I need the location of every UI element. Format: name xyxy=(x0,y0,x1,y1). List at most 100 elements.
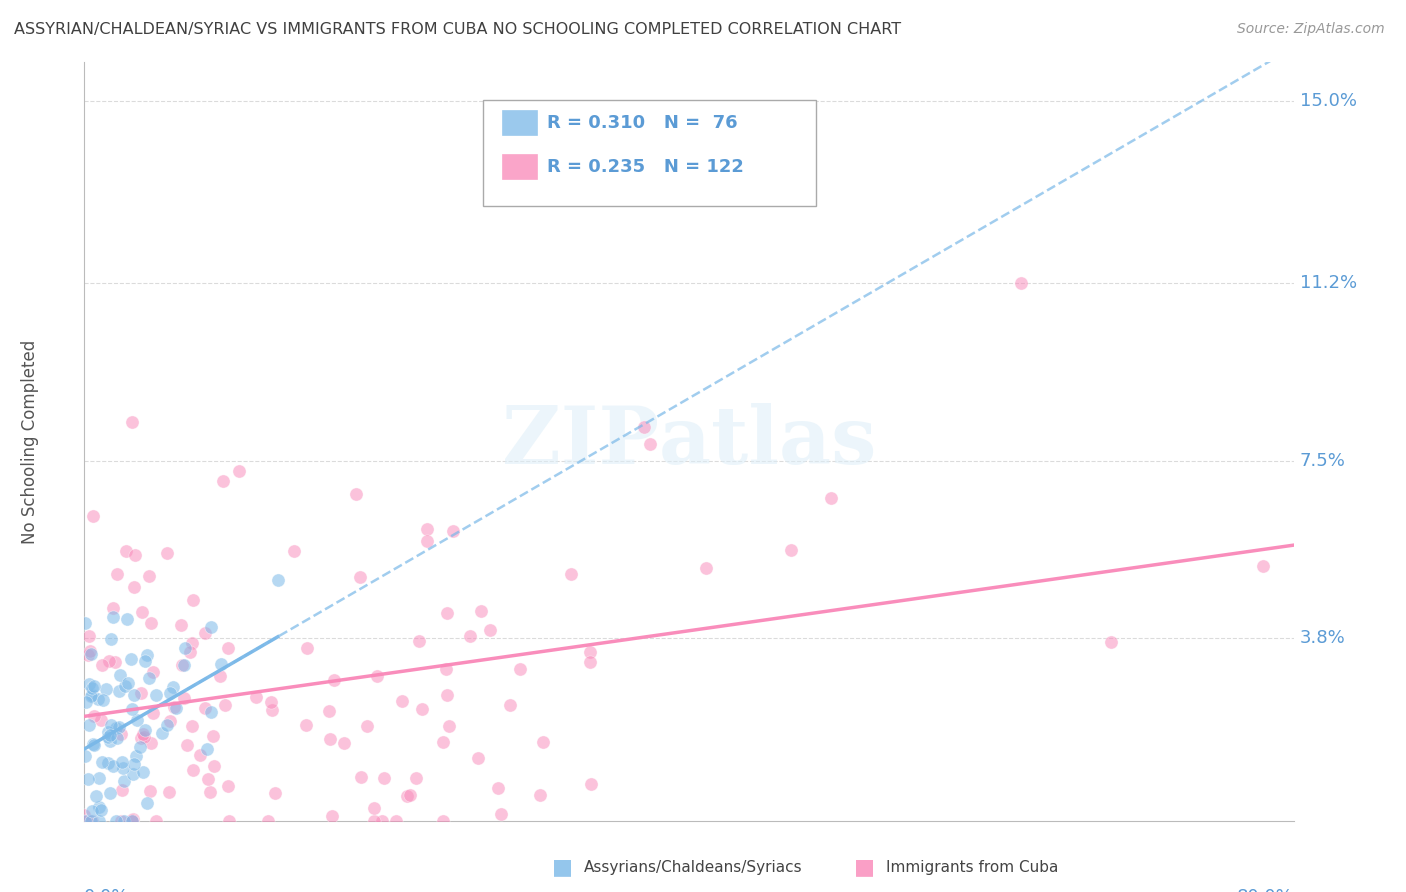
Point xyxy=(209,669,232,683)
Point xyxy=(132,727,155,741)
Point xyxy=(142,706,165,721)
Point xyxy=(136,796,159,810)
Text: 0.0%: 0.0% xyxy=(84,888,129,892)
Point xyxy=(245,690,267,704)
Point xyxy=(321,809,343,823)
Point xyxy=(138,569,160,583)
Point xyxy=(82,805,104,819)
Point xyxy=(138,783,160,797)
Point xyxy=(202,759,225,773)
Point xyxy=(150,726,173,740)
Point xyxy=(83,738,105,752)
Text: ■: ■ xyxy=(855,857,875,877)
Point xyxy=(112,773,135,788)
Point xyxy=(73,814,96,828)
Point xyxy=(194,701,217,715)
Point xyxy=(89,800,111,814)
Point xyxy=(132,765,155,780)
Point xyxy=(125,749,148,764)
Point xyxy=(436,606,458,620)
Point xyxy=(263,786,285,800)
Point xyxy=(183,593,205,607)
Point xyxy=(120,652,142,666)
Point xyxy=(125,713,148,727)
Point xyxy=(486,781,509,796)
Point xyxy=(111,755,134,769)
Point xyxy=(214,698,236,712)
Point xyxy=(136,648,159,662)
Point xyxy=(395,789,418,803)
Point xyxy=(79,718,101,732)
Point xyxy=(76,814,98,828)
Point xyxy=(157,785,180,799)
Point xyxy=(83,709,105,723)
Point xyxy=(122,756,145,771)
Point xyxy=(122,813,145,827)
Point xyxy=(105,814,128,828)
Point xyxy=(581,777,603,791)
Point xyxy=(129,731,152,746)
Point xyxy=(173,658,195,673)
FancyBboxPatch shape xyxy=(502,111,538,136)
Point xyxy=(1099,635,1122,649)
Point xyxy=(391,693,413,707)
Point xyxy=(98,728,121,742)
Point xyxy=(129,686,152,700)
Point xyxy=(139,615,162,630)
Point xyxy=(111,783,134,797)
Point xyxy=(228,464,250,478)
Point xyxy=(531,735,554,749)
Text: 3.8%: 3.8% xyxy=(1299,629,1346,648)
Point xyxy=(134,654,156,668)
Point xyxy=(77,677,100,691)
Point xyxy=(333,736,356,750)
Point xyxy=(295,718,318,732)
Point xyxy=(190,747,212,762)
Point xyxy=(97,731,120,745)
Point xyxy=(131,606,153,620)
Point xyxy=(110,726,132,740)
Point xyxy=(165,700,187,714)
Point xyxy=(77,772,100,786)
Text: R = 0.310   N =  76: R = 0.310 N = 76 xyxy=(547,114,738,132)
Point xyxy=(82,508,104,523)
Point xyxy=(437,719,460,733)
Point xyxy=(77,628,100,642)
Point xyxy=(145,814,167,828)
Text: 15.0%: 15.0% xyxy=(1299,92,1357,110)
Point xyxy=(318,704,340,718)
Point xyxy=(201,729,224,743)
Point xyxy=(441,524,464,538)
Text: ■: ■ xyxy=(553,857,572,877)
Point xyxy=(101,610,124,624)
Point xyxy=(128,740,150,755)
Point xyxy=(820,491,842,506)
Point xyxy=(141,736,163,750)
Point xyxy=(75,616,97,631)
Point xyxy=(90,713,112,727)
Point xyxy=(142,665,165,679)
Point xyxy=(80,681,103,695)
Text: No Schooling Completed: No Schooling Completed xyxy=(21,340,39,543)
Point xyxy=(100,632,122,647)
Point xyxy=(114,679,136,693)
Point xyxy=(138,671,160,685)
Point xyxy=(408,634,430,648)
Point xyxy=(159,714,181,728)
Point xyxy=(218,814,240,828)
Point xyxy=(467,750,489,764)
Point xyxy=(110,814,132,828)
Text: ZIP​atlas: ZIP​atlas xyxy=(502,402,876,481)
Point xyxy=(75,748,97,763)
Point xyxy=(98,654,121,668)
Point xyxy=(173,691,195,706)
Point xyxy=(82,814,104,828)
Point xyxy=(100,718,122,732)
Point xyxy=(145,688,167,702)
Point xyxy=(122,767,145,781)
Point xyxy=(633,420,655,434)
Text: ASSYRIAN/CHALDEAN/SYRIAC VS IMMIGRANTS FROM CUBA NO SCHOOLING COMPLETED CORRELAT: ASSYRIAN/CHALDEAN/SYRIAC VS IMMIGRANTS F… xyxy=(14,22,901,37)
Point xyxy=(560,566,582,581)
Text: Assyrians/Chaldeans/Syriacs: Assyrians/Chaldeans/Syriacs xyxy=(583,860,801,874)
Point xyxy=(416,534,439,549)
